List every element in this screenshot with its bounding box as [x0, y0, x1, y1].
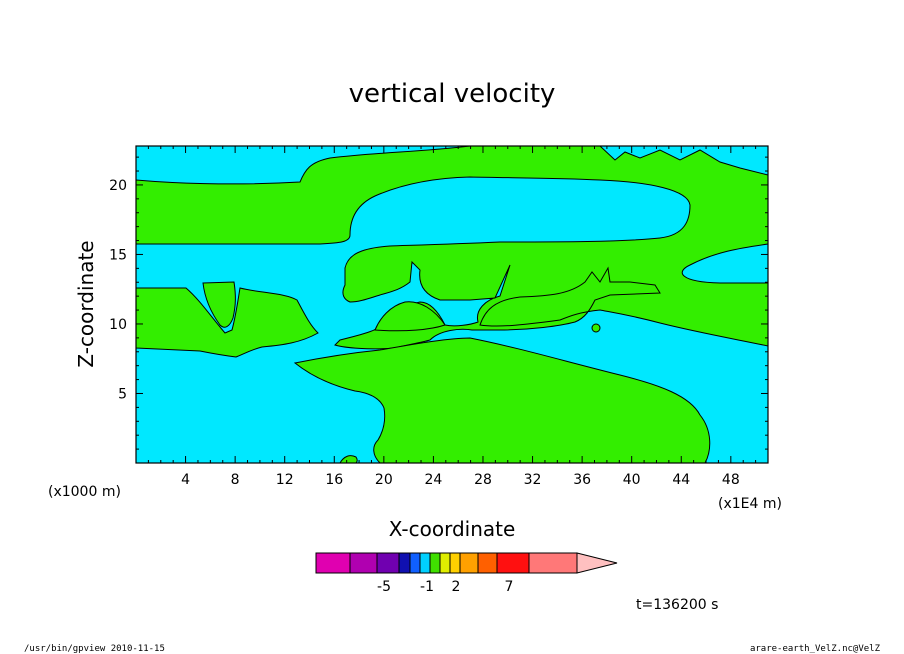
- colorbar-swatch: [419, 552, 431, 574]
- x-tick-label: 36: [573, 472, 591, 488]
- plot-frame: [135, 145, 769, 464]
- x-tick-label: 24: [424, 472, 442, 488]
- plot-area: [136, 146, 768, 463]
- footer-program: /usr/bin/gpview 2010-11-15: [24, 644, 165, 654]
- x-tick-label: 16: [325, 472, 343, 488]
- y-tick-label: 20: [109, 178, 127, 194]
- center-green-patch: [374, 301, 446, 332]
- colorbar-swatch: [409, 552, 421, 574]
- colorbar-label: -5: [377, 579, 391, 595]
- colorbar-swatch: [459, 552, 479, 574]
- y-tick-label: 5: [118, 386, 127, 402]
- x-tick-label: 12: [276, 472, 294, 488]
- middle-green-band: [136, 287, 319, 358]
- chart-title: vertical velocity: [349, 79, 556, 109]
- colorbar-swatch: [528, 552, 578, 574]
- x-tick-label: 20: [375, 472, 393, 488]
- x-tick-label: 4: [181, 472, 190, 488]
- x-tick-label: 44: [672, 472, 690, 488]
- x-axis-label: X-coordinate: [389, 517, 516, 541]
- x-tick-label: 48: [722, 472, 740, 488]
- time-label: t=136200 s: [636, 597, 718, 613]
- colorbar-label: 7: [505, 579, 514, 595]
- tiny-green-cell: [591, 323, 601, 333]
- colorbar-swatch: [477, 552, 498, 574]
- x-unit-left: (x1000 m): [48, 484, 121, 500]
- x-tick-label: 8: [231, 472, 240, 488]
- bottom-green-fleck: [339, 455, 358, 463]
- colorbar-labels: -5 -1 2 7: [377, 579, 513, 595]
- footer-variable: arare-earth_VelZ.nc@VelZ: [750, 644, 881, 654]
- x-unit-right: (x1E4 m): [718, 496, 782, 512]
- colorbar-swatch: [429, 552, 441, 574]
- colorbar-swatch: [449, 552, 461, 574]
- y-axis-label: Z-coordinate: [74, 240, 98, 367]
- colorbar: [315, 552, 618, 574]
- x-axis-ticks: 4 8 12 16 20 24 28 32 36 40 44 48: [147, 146, 757, 488]
- colorbar-extend-arrow: [576, 552, 618, 574]
- colorbar-swatch: [349, 552, 378, 574]
- x-tick-label: 32: [524, 472, 542, 488]
- colorbar-swatch: [398, 552, 411, 574]
- small-green-patch: [202, 281, 236, 328]
- colorbar-swatch: [315, 552, 351, 574]
- colorbar-label: 2: [452, 579, 461, 595]
- x-tick-label: 40: [623, 472, 641, 488]
- colorbar-swatch: [439, 552, 451, 574]
- x-tick-label: 28: [474, 472, 492, 488]
- y-tick-label: 10: [109, 317, 127, 333]
- colorbar-swatch: [376, 552, 400, 574]
- colorbar-swatch: [496, 552, 530, 574]
- y-tick-label: 15: [109, 247, 127, 263]
- y-axis-ticks: 5 10 15 20: [109, 156, 768, 450]
- lower-green-region: [293, 337, 711, 463]
- colorbar-label: -1: [420, 579, 434, 595]
